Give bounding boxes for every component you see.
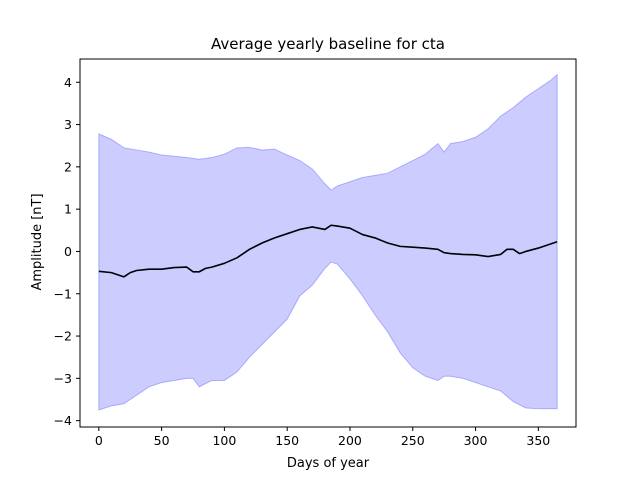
x-tick-label: 350 — [526, 433, 550, 448]
plot-frame — [79, 58, 577, 428]
x-tick-label: 0 — [95, 433, 103, 448]
y-tick-label: 4 — [64, 75, 72, 90]
y-tick-label: −3 — [54, 371, 72, 386]
x-tick-label: 300 — [464, 433, 488, 448]
y-axis-label: Amplitude [nT] — [30, 193, 45, 290]
y-tick-label: 1 — [64, 202, 72, 217]
baseline-line-layer — [98, 224, 558, 278]
confidence-band-layer — [98, 73, 558, 411]
baseline-mean-line — [98, 224, 558, 278]
x-tick-label: 250 — [401, 433, 425, 448]
y-axis: −4 −3 −2 −1 0 1 2 3 4 — [54, 75, 80, 428]
y-tick-label: −1 — [54, 286, 72, 301]
x-tick-label: 50 — [154, 433, 170, 448]
x-tick-label: 100 — [212, 433, 236, 448]
x-axis-label: Days of year — [287, 456, 370, 471]
x-tick-label: 200 — [338, 433, 362, 448]
y-tick-label: 2 — [64, 159, 72, 174]
y-tick-label: 3 — [64, 117, 72, 132]
chart-title: Average yearly baseline for cta — [211, 35, 445, 53]
y-tick-label: −2 — [54, 329, 72, 344]
y-tick-label: −4 — [54, 413, 72, 428]
x-tick-label: 150 — [275, 433, 299, 448]
y-tick-label: 0 — [64, 244, 72, 259]
x-axis: 0 50 100 150 200 250 300 350 — [95, 427, 550, 448]
confidence-band — [98, 73, 558, 411]
